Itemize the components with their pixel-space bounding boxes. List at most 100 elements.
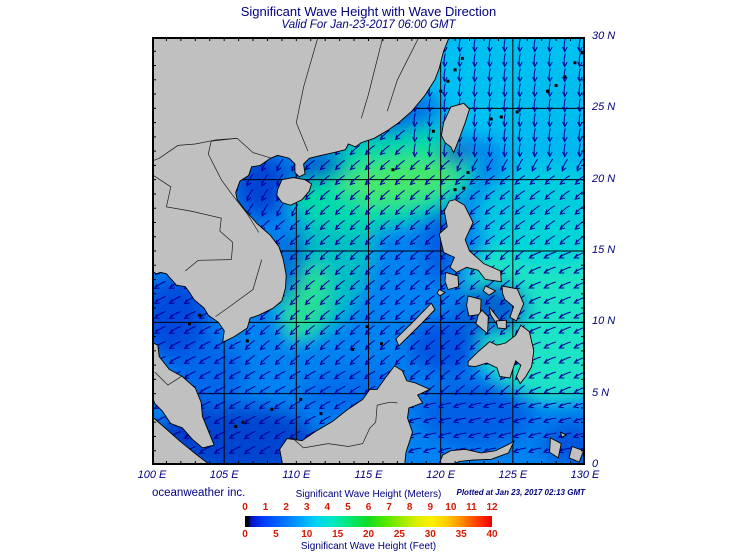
small-island-dot [391,168,395,172]
small-island-dot [439,89,443,93]
meters-tick: 7 [386,502,392,513]
lon-label: 120 E [426,469,456,481]
lat-label: 5 N [592,386,610,399]
country-border [153,175,234,260]
lon-label: 110 E [282,469,311,481]
small-island-dot [499,115,503,119]
land-polygon [444,271,460,291]
lon-label: 105 E [209,469,239,481]
lat-label: 20 N [592,172,616,185]
land-polygon [466,295,482,317]
credit-text: oceanweather inc. [152,487,246,499]
country-border [152,137,272,162]
small-island-dot [489,117,493,121]
legend-title-meters: Significant Wave Height (Meters) [295,489,442,500]
meters-tick: 2 [283,502,289,513]
feet-tick: 25 [393,529,405,540]
country-border [386,37,420,112]
small-island-dot [319,412,323,416]
small-island-dot [573,61,577,65]
small-island-dot [453,188,457,192]
wave-map [152,37,585,465]
meters-tick: 10 [445,502,457,513]
wave-map-canvas [152,37,585,465]
small-island-dot [462,186,466,190]
small-island-dot [241,420,245,424]
lat-label: 10 N [592,315,616,328]
small-island-dot [563,75,567,79]
small-island-dot [245,339,249,343]
land-polygon [440,102,471,154]
meters-tick: 0 [242,502,248,513]
small-island-dot [270,407,274,411]
land-polygon [495,319,507,330]
land-polygon [279,365,431,465]
colorbar-gradient [245,516,492,527]
country-border [207,137,260,233]
land-polygon [559,431,568,438]
land-polygon [482,285,497,296]
feet-tick: 20 [362,529,375,540]
country-border [154,372,183,386]
map-frame [152,37,585,465]
lat-label: 25 N [592,101,616,114]
land-polygon [152,37,450,344]
small-island-dot [466,171,470,174]
meters-tick: 9 [427,502,434,513]
land-polygon [467,324,535,385]
feet-tick: 30 [424,529,436,540]
country-border [290,401,398,449]
land-polygon [501,285,525,322]
meters-tick: 4 [324,502,331,513]
meters-tick: 8 [406,502,413,513]
lat-label: 15 N [592,244,616,256]
land-polygon [438,440,515,465]
feet-tick: 5 [273,529,279,540]
land-polygon [438,199,502,283]
feet-tick: 35 [455,529,467,540]
page-title: Significant Wave Height with Wave Direct… [240,4,497,19]
lon-label: 125 E [498,469,528,481]
valid-time-subtitle: Valid For Jan-23-2017 06:00 GMT [281,19,456,31]
country-border [360,37,384,119]
small-island-dot [198,313,202,317]
small-island-dot [299,397,303,401]
meters-tick: 6 [365,502,372,513]
small-island-dot [446,79,450,83]
lat-label: 0 [592,458,599,470]
small-island-dot [234,425,238,428]
lat-label: 30 N [592,30,616,42]
land-polygon [568,445,585,463]
plotted-timestamp: Plotted at Jan 23, 2017 02:13 GMT [456,488,586,497]
legend-ticks-meters: 0 1 2 3 4 5 6 7 8 9 10 11 12 [242,502,497,513]
meters-tick: 11 [466,502,477,513]
feet-tick: 10 [301,529,313,540]
country-border [295,37,319,152]
small-island-dot [554,84,558,87]
land-polygon [475,309,489,335]
lon-label: 115 E [354,469,383,481]
lon-label: 100 E [137,469,167,481]
meters-tick: 12 [486,502,498,513]
small-island-dot [515,110,519,114]
small-island-dot [188,322,191,326]
legend-ticks-feet: 0 5 10 15 20 25 30 35 40 [242,529,497,540]
small-island-dot [380,342,383,346]
small-island-dot [453,68,457,72]
lon-label: 130 E [570,469,600,481]
small-island-dot [460,56,464,60]
land-masses [152,37,585,465]
land-polygon [152,341,215,449]
land-polygon [395,302,436,347]
country-border [215,259,263,317]
small-island-dot [351,347,355,351]
country-border [184,259,232,272]
land-polygon [549,437,562,459]
small-island-dot [580,51,584,55]
feet-tick: 0 [242,529,248,540]
land-polygon [152,415,211,465]
meters-tick: 5 [345,502,351,513]
meters-tick: 1 [262,502,269,513]
feet-tick: 15 [332,529,344,540]
